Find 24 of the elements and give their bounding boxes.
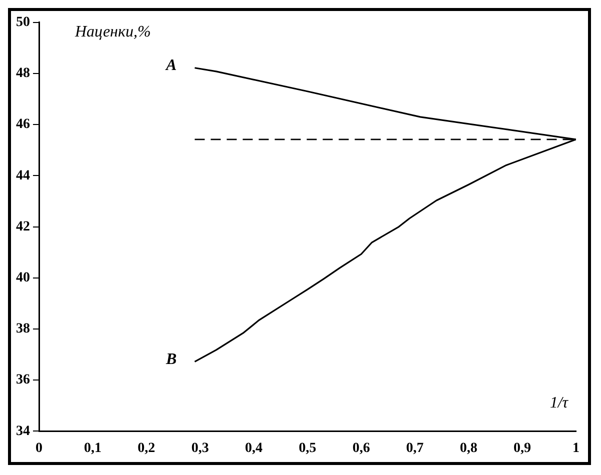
y-tick-label: 36	[16, 372, 30, 388]
annotation: A	[165, 57, 178, 74]
y-axis-title: Наценки,%	[74, 24, 151, 41]
x-tick-label: 0,8	[460, 441, 478, 456]
y-tick-label: 46	[16, 117, 30, 132]
x-tick-label: 0,7	[406, 441, 424, 456]
x-axis-title: 1/τ	[550, 394, 570, 412]
y-tick-label: 40	[16, 270, 30, 286]
y-tick-label: 34	[16, 424, 30, 439]
x-tick-label: 0	[36, 441, 42, 456]
x-tick-label: 0,6	[352, 441, 370, 456]
x-tick-label: 0,5	[298, 441, 316, 456]
x-tick-label: 0,2	[138, 441, 156, 456]
x-tick-label: 0,9	[514, 441, 532, 456]
y-tick-label: 48	[16, 66, 30, 82]
y-tick-label: 44	[16, 168, 30, 184]
y-tick-label: 38	[16, 322, 30, 337]
y-tick-label: 42	[16, 219, 30, 234]
y-tick-label: 50	[16, 15, 30, 30]
annotation: B	[165, 350, 178, 368]
x-tick-label: 1	[572, 441, 580, 456]
x-tick-label: 0,3	[191, 441, 209, 456]
x-tick-label: 0,4	[245, 441, 263, 456]
x-tick-label: 0,1	[84, 441, 102, 456]
